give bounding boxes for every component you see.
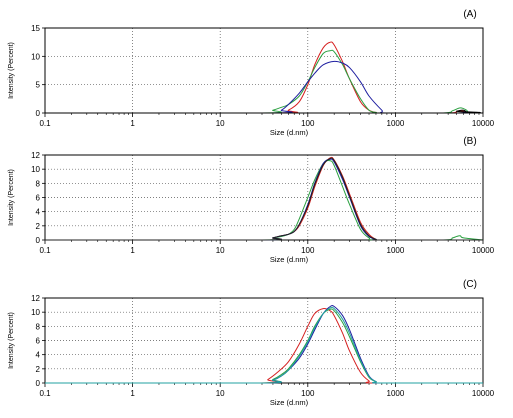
x-axis-title: Size (d.nm) [270, 255, 309, 264]
y-tick-label: 4 [36, 351, 41, 360]
series-line-1 [45, 156, 483, 241]
series-line-3 [45, 60, 483, 114]
x-tick-label: 1000 [387, 119, 405, 128]
x-tick-label: 1 [130, 119, 135, 128]
x-axis-title: Size (d.nm) [270, 128, 309, 137]
chart-panel-1: 0.1 1 10 100 1000 10000 0 5 10 15 Size (d.nm) Inten… [8, 9, 495, 137]
x-tick-label: 1 [130, 389, 135, 398]
y-tick-label: 0 [36, 379, 41, 388]
chart-panel-2: 0.1 1 10 100 1000 10000 0 2 4 6 8 10 12 Size (d.nm) In… [8, 136, 495, 264]
x-tick-label: 0.1 [39, 389, 51, 398]
x-tick-label: 10 [216, 389, 225, 398]
x-tick-label: 10000 [472, 389, 495, 398]
y-axis-title: Intensity (Percent) [8, 42, 15, 99]
x-tick-label: 10 [216, 246, 225, 255]
x-tick-label: 0.1 [39, 119, 51, 128]
x-tick-label: 100 [301, 389, 315, 398]
y-tick-label: 4 [36, 208, 41, 217]
series-line-4 [45, 157, 483, 241]
x-tick-label: 0.1 [39, 246, 51, 255]
x-tick-label: 1000 [387, 389, 405, 398]
y-axis-title: Intensity (Percent) [8, 169, 15, 226]
series-line-1 [45, 308, 483, 384]
y-tick-label: 8 [36, 322, 41, 331]
series-line-3 [45, 158, 483, 241]
x-tick-label: 1000 [387, 246, 405, 255]
series-line-3 [45, 304, 483, 384]
panel-label: (C) [463, 279, 477, 290]
y-tick-label: 5 [36, 81, 41, 90]
y-tick-label: 0 [36, 236, 41, 245]
y-tick-label: 2 [36, 365, 41, 374]
y-tick-label: 15 [31, 24, 40, 33]
plot-frame [44, 27, 484, 114]
series-line-2 [45, 49, 483, 114]
x-tick-label: 100 [301, 119, 315, 128]
x-tick-label: 100 [301, 246, 315, 255]
chart-panel-3: 0.1 1 10 100 1000 10000 0 2 4 6 8 10 12 Size (d.nm) In… [8, 279, 495, 407]
x-tick-label: 10 [216, 119, 225, 128]
y-tick-label: 2 [36, 222, 41, 231]
panel-label: (A) [463, 9, 476, 20]
series-line-2 [45, 308, 483, 384]
y-tick-label: 6 [36, 337, 41, 346]
x-tick-label: 10000 [472, 119, 495, 128]
y-tick-label: 10 [31, 308, 40, 317]
y-axis-title: Intensity (Percent) [8, 312, 15, 369]
y-tick-label: 12 [31, 294, 40, 303]
series-line-4 [45, 109, 483, 114]
panel-label: (B) [463, 136, 476, 147]
x-tick-label: 10000 [472, 246, 495, 255]
y-tick-label: 8 [36, 179, 41, 188]
series-line-4 [45, 306, 483, 384]
y-tick-label: 0 [36, 109, 41, 118]
y-tick-label: 12 [31, 151, 40, 160]
y-tick-label: 6 [36, 194, 41, 203]
y-tick-label: 10 [31, 52, 40, 61]
series-line-1 [45, 41, 483, 114]
x-axis-title: Size (d.nm) [270, 398, 309, 407]
y-tick-label: 10 [31, 165, 40, 174]
series-line-2 [45, 160, 484, 241]
x-tick-label: 1 [130, 246, 135, 255]
